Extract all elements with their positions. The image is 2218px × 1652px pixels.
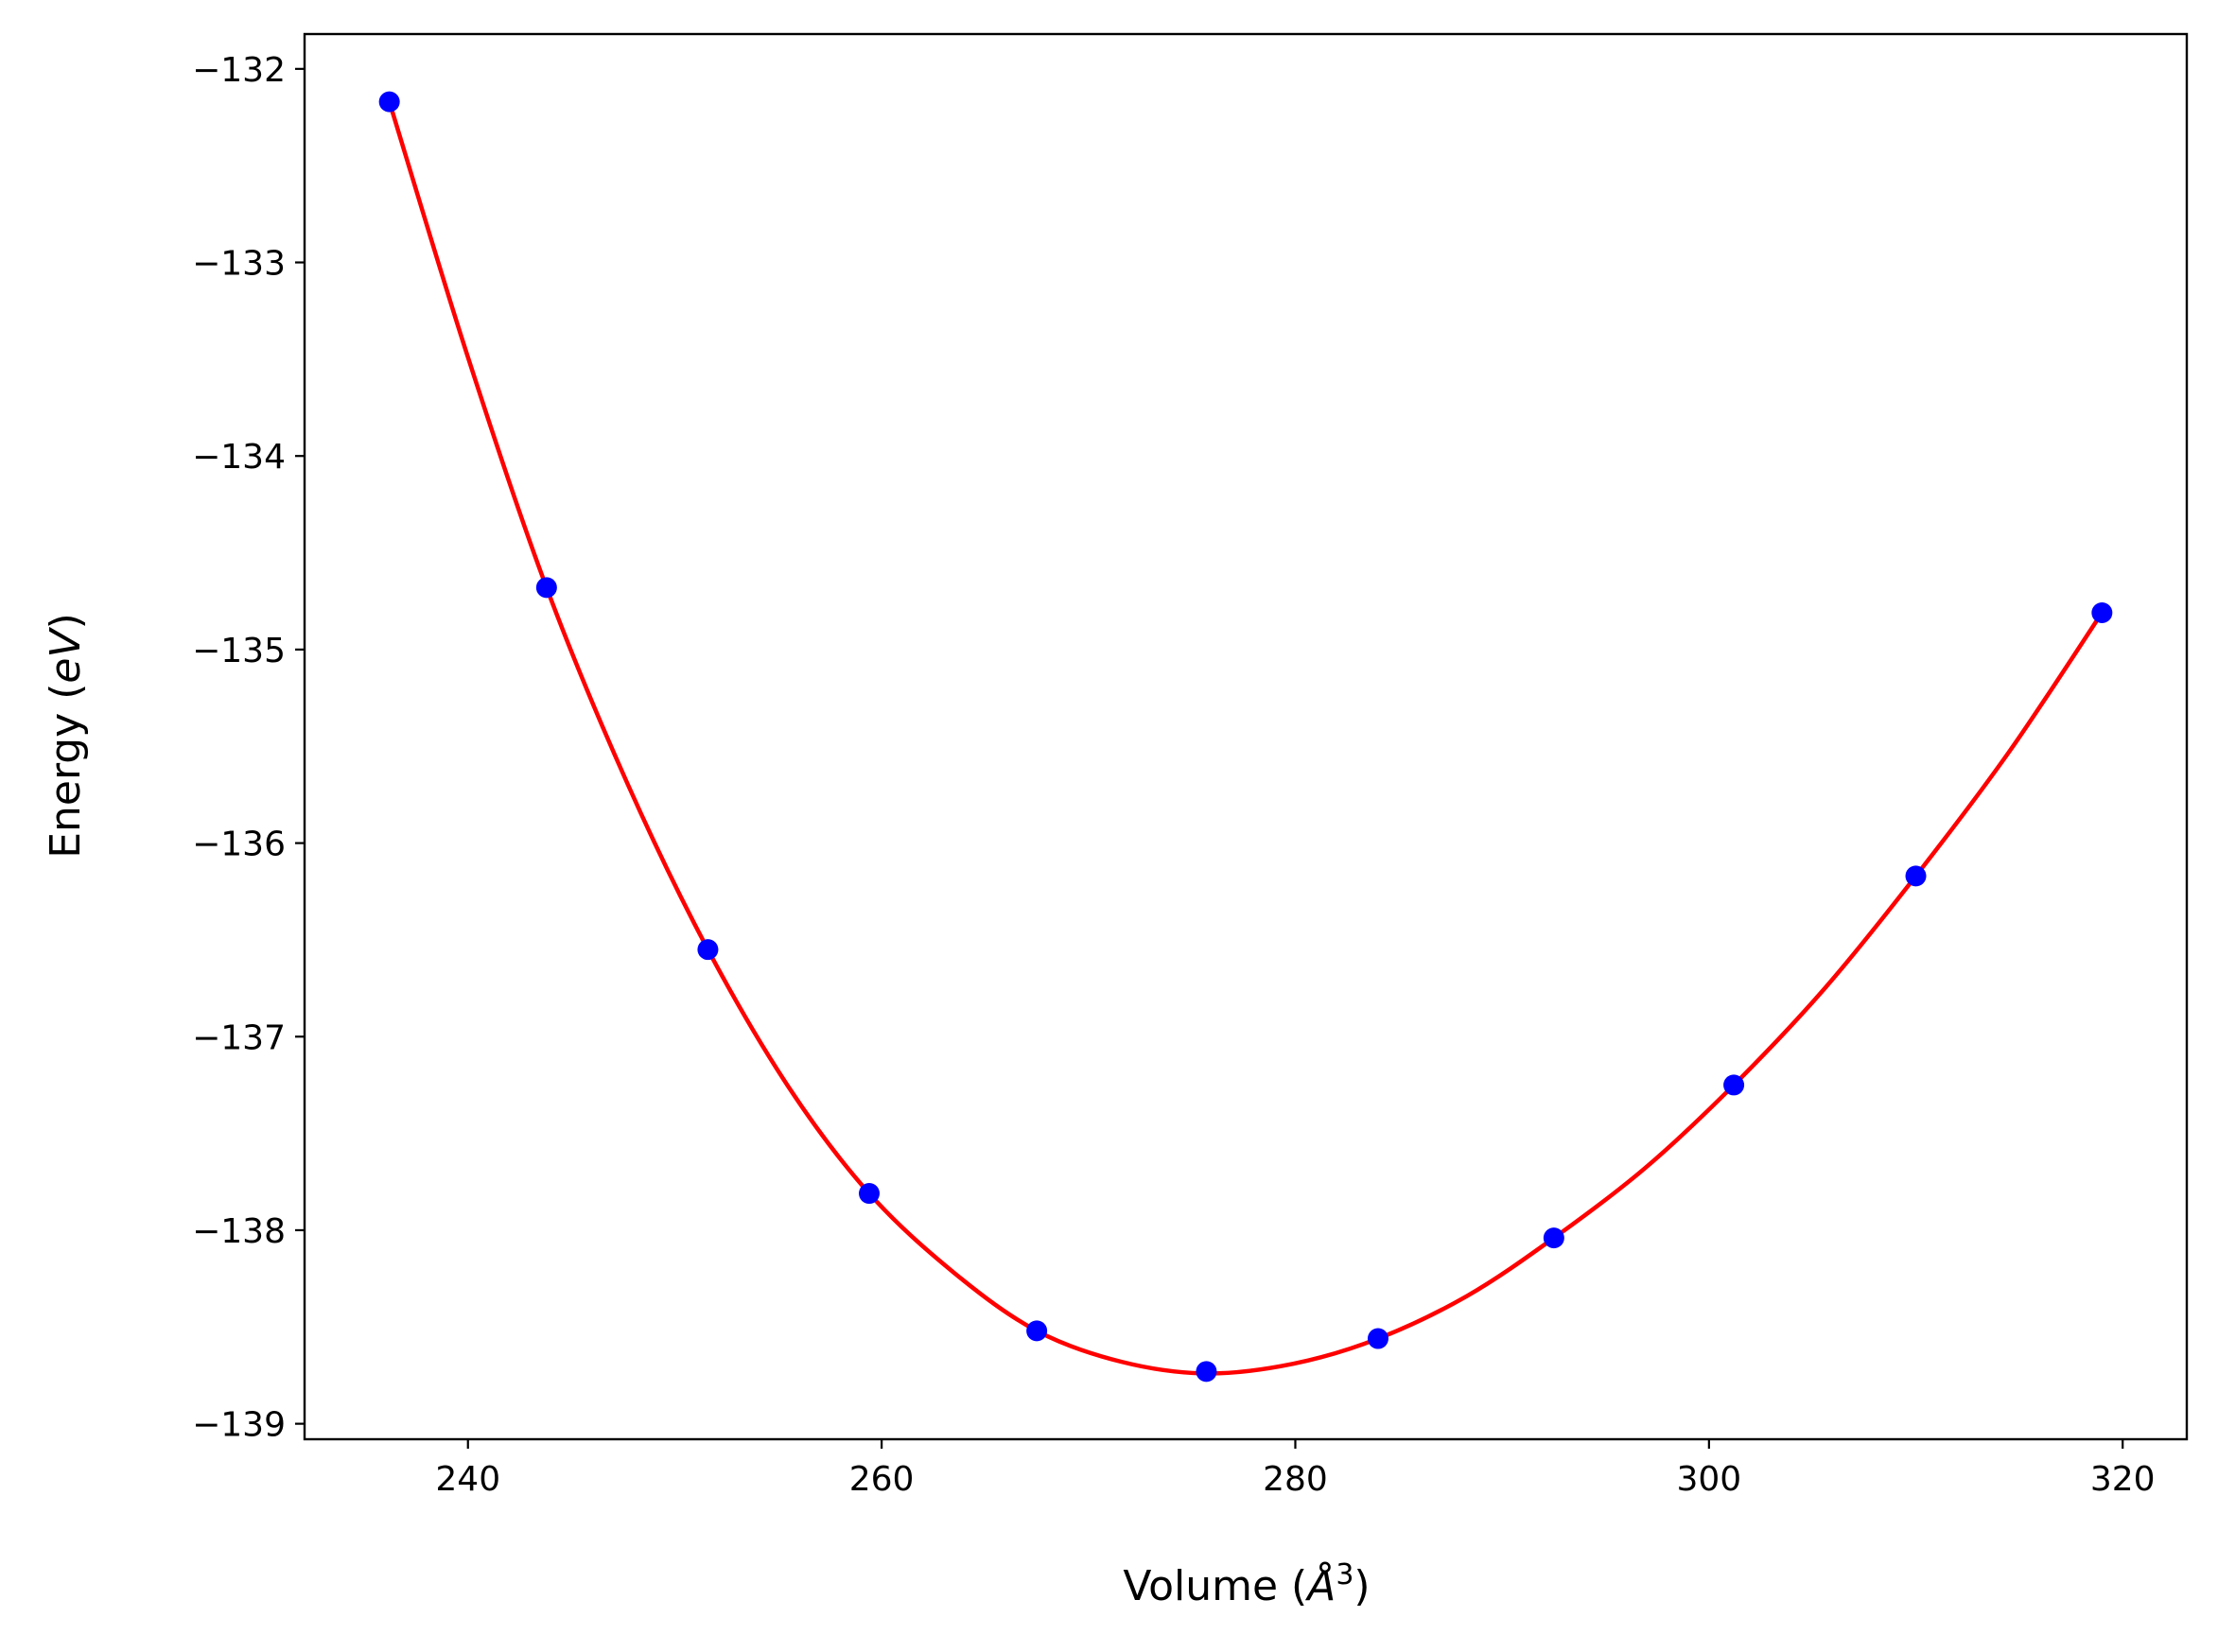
- x-axis-label: Volume (Å3): [1123, 1558, 1370, 1611]
- data-point: [378, 91, 400, 113]
- y-tick-label: −138: [192, 1212, 286, 1251]
- data-point: [2091, 602, 2113, 623]
- y-tick-label: −135: [192, 632, 286, 670]
- fit-curve: [387, 100, 2104, 1376]
- x-tick-label: 240: [435, 1460, 500, 1499]
- data-point: [1723, 1074, 1745, 1096]
- fit-curve-layer: [387, 100, 2104, 1376]
- y-tick-label: −139: [192, 1406, 286, 1445]
- data-point: [1026, 1320, 1048, 1342]
- x-axis-ticks: 240 260 280 300 320: [435, 1439, 2156, 1499]
- x-tick-label: 320: [2090, 1460, 2156, 1499]
- y-axis-label: Energy (eV): [42, 613, 90, 859]
- y-tick-label: −137: [192, 1018, 286, 1057]
- data-point: [1196, 1361, 1217, 1382]
- y-tick-label: −134: [192, 438, 286, 477]
- x-tick-label: 280: [1263, 1460, 1328, 1499]
- x-tick-label: 260: [849, 1460, 915, 1499]
- data-point: [535, 577, 557, 599]
- data-point: [697, 939, 719, 961]
- data-point: [1905, 865, 1927, 887]
- data-points-layer: [378, 91, 2113, 1382]
- data-point: [1367, 1328, 1388, 1349]
- plot-frame: [303, 32, 2189, 1441]
- y-axis-ticks: −132 −133 −134 −135 −136 −137 −138 −139: [192, 51, 305, 1445]
- y-tick-label: −133: [192, 245, 286, 284]
- data-point: [1543, 1227, 1564, 1249]
- y-tick-label: −136: [192, 826, 286, 864]
- data-point: [859, 1183, 880, 1205]
- y-tick-label: −132: [192, 51, 286, 90]
- x-tick-label: 300: [1676, 1460, 1741, 1499]
